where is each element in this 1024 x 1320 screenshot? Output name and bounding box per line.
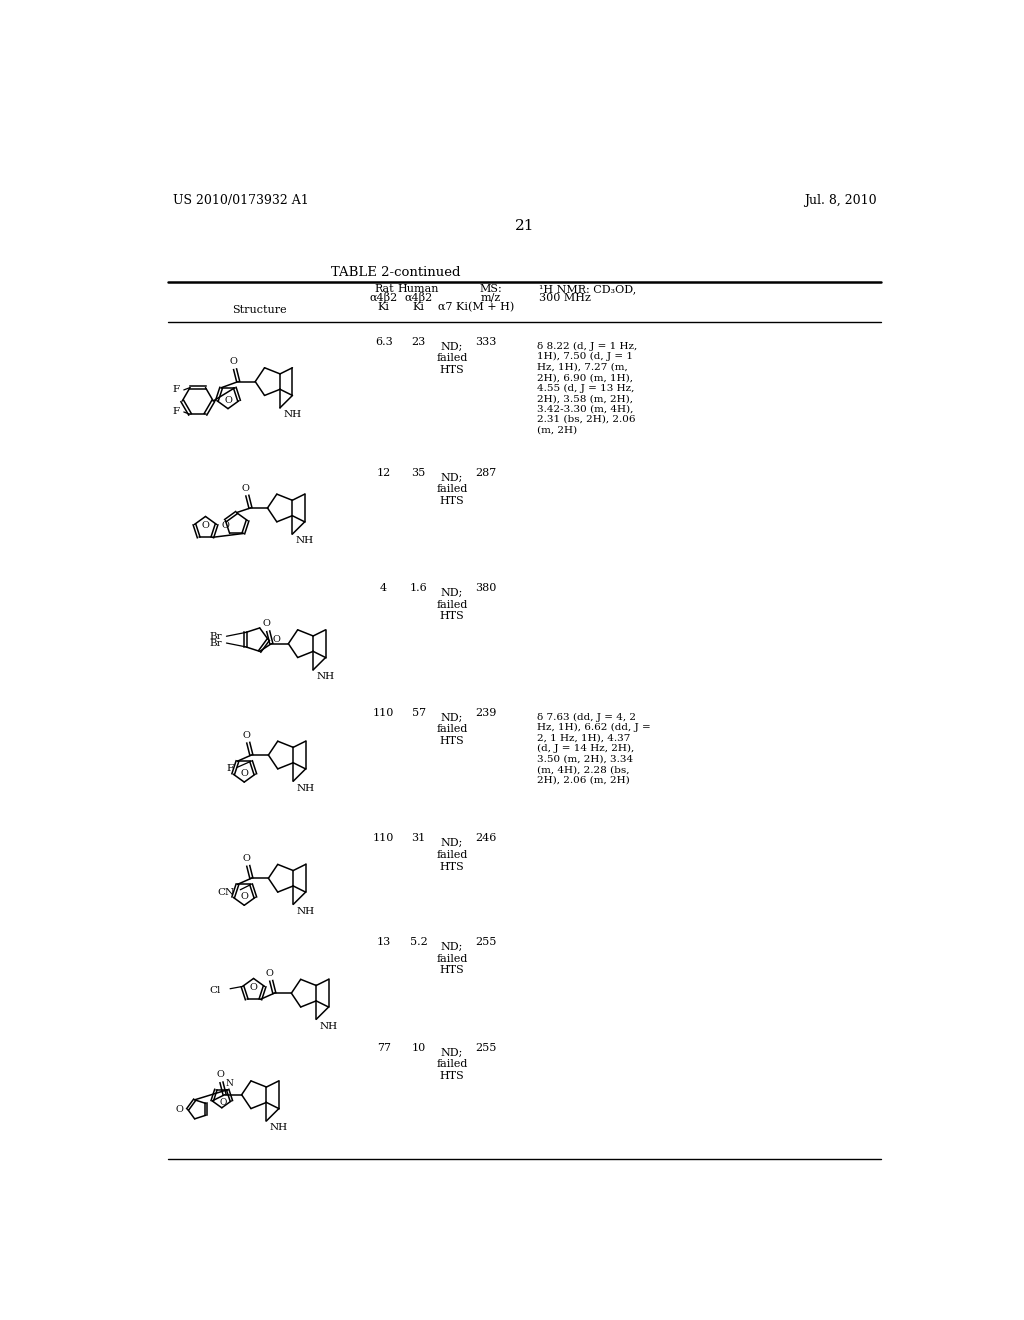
Text: US 2010/0173932 A1: US 2010/0173932 A1 [173, 194, 308, 207]
Text: 31: 31 [412, 833, 426, 843]
Text: Ki: Ki [378, 302, 390, 312]
Text: O: O [222, 520, 229, 529]
Text: NH: NH [295, 536, 313, 545]
Text: O: O [266, 969, 273, 978]
Text: O: O [219, 1098, 226, 1107]
Text: (M + H): (M + H) [468, 302, 514, 312]
Text: ND;
failed
HTS: ND; failed HTS [436, 838, 468, 871]
Text: 5.2: 5.2 [410, 937, 427, 948]
Text: O: O [272, 635, 280, 644]
Text: ND;
failed
HTS: ND; failed HTS [436, 942, 468, 975]
Text: 239: 239 [475, 708, 497, 718]
Text: 13: 13 [377, 937, 391, 948]
Text: ND;
failed
HTS: ND; failed HTS [436, 589, 468, 622]
Text: 287: 287 [475, 467, 497, 478]
Text: CN: CN [217, 887, 234, 896]
Text: 110: 110 [373, 708, 394, 718]
Text: 35: 35 [412, 467, 426, 478]
Text: 246: 246 [475, 833, 497, 843]
Text: Br: Br [210, 639, 222, 648]
Text: NH: NH [296, 907, 314, 916]
Text: F: F [173, 385, 180, 395]
Text: F: F [227, 764, 234, 774]
Text: O: O [263, 619, 270, 628]
Text: 77: 77 [377, 1043, 391, 1053]
Text: α4β2: α4β2 [370, 292, 398, 304]
Text: O: O [224, 396, 231, 405]
Text: ND;
failed
HTS: ND; failed HTS [436, 1048, 468, 1081]
Text: TABLE 2-continued: TABLE 2-continued [331, 265, 460, 279]
Text: O: O [242, 483, 250, 492]
Text: NH: NH [316, 672, 335, 681]
Text: NH: NH [284, 411, 301, 418]
Text: N: N [225, 1078, 233, 1088]
Text: MS:: MS: [479, 284, 502, 294]
Text: O: O [241, 770, 248, 779]
Text: O: O [241, 892, 248, 902]
Text: Structure: Structure [232, 305, 287, 315]
Text: α4β2: α4β2 [404, 292, 433, 304]
Text: 333: 333 [475, 337, 497, 347]
Text: O: O [175, 1105, 183, 1114]
Text: 6.3: 6.3 [375, 337, 392, 347]
Text: O: O [243, 731, 251, 739]
Text: Ki: Ki [413, 302, 425, 312]
Text: 300 MHz: 300 MHz [539, 293, 591, 302]
Text: Cl: Cl [210, 986, 221, 995]
Text: Rat: Rat [374, 284, 393, 294]
Text: 57: 57 [412, 708, 426, 718]
Text: 23: 23 [412, 337, 426, 347]
Text: NH: NH [296, 784, 314, 792]
Text: ND;
failed
HTS: ND; failed HTS [436, 713, 468, 746]
Text: 10: 10 [412, 1043, 426, 1053]
Text: Human: Human [398, 284, 439, 294]
Text: 1.6: 1.6 [410, 583, 427, 593]
Text: 12: 12 [377, 467, 391, 478]
Text: ND;
failed
HTS: ND; failed HTS [436, 473, 468, 506]
Text: NH: NH [319, 1022, 338, 1031]
Text: O: O [216, 1071, 224, 1080]
Text: 110: 110 [373, 833, 394, 843]
Text: Jul. 8, 2010: Jul. 8, 2010 [804, 194, 877, 207]
Text: 21: 21 [515, 219, 535, 234]
Text: NH: NH [269, 1123, 288, 1133]
Text: F: F [173, 408, 180, 417]
Text: 380: 380 [475, 583, 497, 593]
Text: O: O [250, 983, 257, 993]
Text: ND;
failed
HTS: ND; failed HTS [436, 342, 468, 375]
Text: O: O [229, 358, 238, 366]
Text: 255: 255 [475, 1043, 497, 1053]
Text: m/z: m/z [480, 293, 501, 302]
Text: δ 8.22 (d, J = 1 Hz,
1H), 7.50 (d, J = 1
Hz, 1H), 7.27 (m,
2H), 6.90 (m, 1H),
4.: δ 8.22 (d, J = 1 Hz, 1H), 7.50 (d, J = 1… [538, 342, 638, 434]
Text: ¹H NMR: CD₃OD,: ¹H NMR: CD₃OD, [539, 284, 636, 294]
Text: δ 7.63 (dd, J = 4, 2
Hz, 1H), 6.62 (dd, J =
2, 1 Hz, 1H), 4.37
(d, J = 14 Hz, 2H: δ 7.63 (dd, J = 4, 2 Hz, 1H), 6.62 (dd, … [538, 713, 651, 784]
Text: 255: 255 [475, 937, 497, 948]
Text: O: O [202, 521, 210, 531]
Text: Br: Br [210, 632, 222, 640]
Text: O: O [243, 854, 251, 863]
Text: 4: 4 [380, 583, 387, 593]
Text: α7 Ki: α7 Ki [438, 302, 469, 312]
